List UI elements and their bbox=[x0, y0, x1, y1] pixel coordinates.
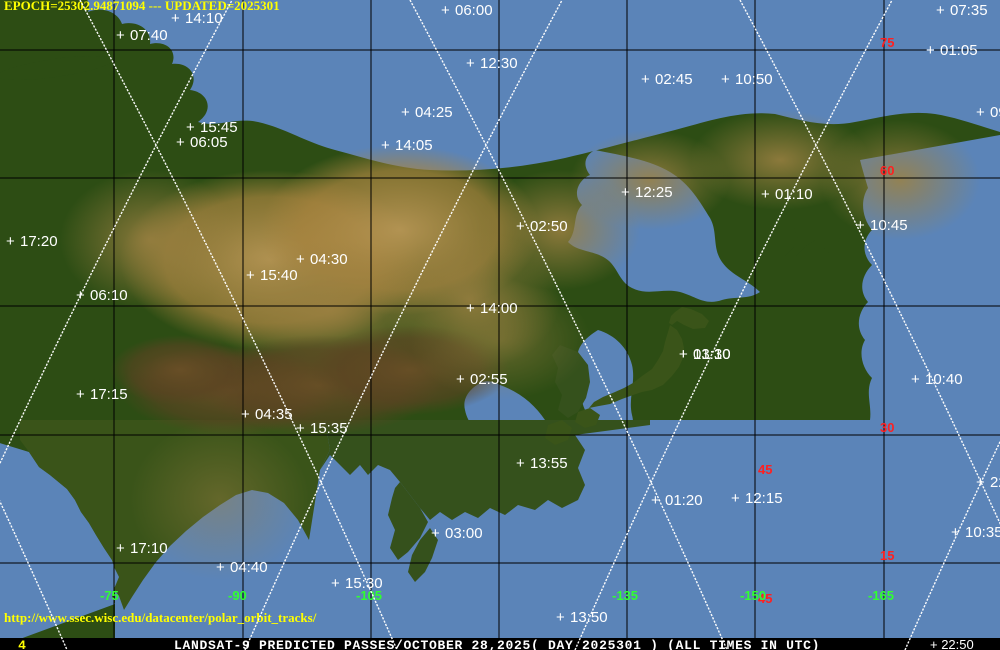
svg-text:+: + bbox=[216, 559, 225, 576]
svg-text:+ 22:50: + 22:50 bbox=[930, 637, 974, 650]
svg-text:+: + bbox=[721, 71, 730, 88]
svg-text:+: + bbox=[296, 251, 305, 268]
svg-text:+: + bbox=[926, 42, 935, 59]
svg-text:+: + bbox=[331, 575, 340, 592]
svg-text:01:10: 01:10 bbox=[775, 186, 813, 203]
svg-text:+: + bbox=[466, 55, 475, 72]
svg-text:07:35: 07:35 bbox=[950, 2, 988, 19]
svg-text:13:55: 13:55 bbox=[530, 455, 568, 472]
svg-text:10:45: 10:45 bbox=[870, 217, 908, 234]
svg-text:15: 15 bbox=[880, 548, 894, 563]
svg-text:+: + bbox=[116, 27, 125, 44]
svg-text:01:20: 01:20 bbox=[665, 492, 703, 509]
svg-text:EPOCH=25302.94871094 --- UPDAT: EPOCH=25302.94871094 --- UPDATED=2025301 bbox=[4, 0, 280, 13]
svg-text:+: + bbox=[241, 406, 250, 423]
svg-text:10:40: 10:40 bbox=[925, 371, 963, 388]
svg-text:+: + bbox=[761, 186, 770, 203]
svg-text:30: 30 bbox=[880, 420, 894, 435]
svg-text:02:50: 02:50 bbox=[530, 218, 568, 235]
svg-text:+: + bbox=[556, 609, 565, 626]
svg-text:+: + bbox=[76, 386, 85, 403]
svg-text:12:25: 12:25 bbox=[635, 184, 673, 201]
svg-text:45: 45 bbox=[758, 462, 772, 477]
svg-text:+: + bbox=[516, 218, 525, 235]
svg-text:15:30: 15:30 bbox=[345, 575, 383, 592]
svg-text:+: + bbox=[516, 455, 525, 472]
svg-text:+: + bbox=[176, 134, 185, 151]
svg-text:75: 75 bbox=[880, 35, 894, 50]
svg-text:10:35: 10:35 bbox=[965, 524, 1000, 541]
svg-text:-150: -150 bbox=[740, 588, 766, 603]
svg-text:14:00: 14:00 bbox=[480, 300, 518, 317]
svg-text:22: 22 bbox=[990, 474, 1000, 491]
svg-text:09: 09 bbox=[990, 104, 1000, 121]
svg-text:+: + bbox=[456, 371, 465, 388]
svg-text:LANDSAT-9 PREDICTED PASSES/OCT: LANDSAT-9 PREDICTED PASSES/OCTOBER_28,20… bbox=[174, 638, 820, 650]
svg-text:07:40: 07:40 bbox=[130, 27, 168, 44]
svg-text:17:10: 17:10 bbox=[130, 540, 168, 557]
svg-text:04:40: 04:40 bbox=[230, 559, 268, 576]
svg-text:+: + bbox=[116, 540, 125, 557]
svg-text:+: + bbox=[246, 267, 255, 284]
svg-text:17:20: 17:20 bbox=[20, 233, 58, 250]
svg-text:04:30: 04:30 bbox=[310, 251, 348, 268]
svg-text:14:10: 14:10 bbox=[185, 10, 223, 27]
svg-text:01:05: 01:05 bbox=[940, 42, 978, 59]
svg-text:4: 4 bbox=[18, 638, 26, 650]
svg-text:06:00: 06:00 bbox=[455, 2, 493, 19]
svg-text:+: + bbox=[651, 492, 660, 509]
svg-text:+: + bbox=[401, 104, 410, 121]
svg-text:-165: -165 bbox=[868, 588, 894, 603]
svg-text:02:45: 02:45 bbox=[655, 71, 693, 88]
svg-text:-75: -75 bbox=[100, 588, 119, 603]
svg-text:60: 60 bbox=[880, 163, 894, 178]
svg-text:12:15: 12:15 bbox=[745, 490, 783, 507]
svg-text:03:00: 03:00 bbox=[445, 525, 483, 542]
svg-text:10:50: 10:50 bbox=[735, 71, 773, 88]
svg-text:+: + bbox=[171, 10, 180, 27]
svg-text:02:55: 02:55 bbox=[470, 371, 508, 388]
svg-text:13:50: 13:50 bbox=[570, 609, 608, 626]
svg-text:+: + bbox=[296, 420, 305, 437]
svg-text:-90: -90 bbox=[228, 588, 247, 603]
svg-text:06:05: 06:05 bbox=[190, 134, 228, 151]
svg-text:15:40: 15:40 bbox=[260, 267, 298, 284]
svg-text:+: + bbox=[621, 184, 630, 201]
svg-text:17:15: 17:15 bbox=[90, 386, 128, 403]
svg-text:04:25: 04:25 bbox=[415, 104, 453, 121]
svg-text:+: + bbox=[441, 2, 450, 19]
svg-text:14:05: 14:05 bbox=[395, 137, 433, 154]
svg-text:+: + bbox=[641, 71, 650, 88]
svg-text:12:30: 12:30 bbox=[480, 55, 518, 72]
svg-text:+: + bbox=[381, 137, 390, 154]
svg-text:+: + bbox=[936, 2, 945, 19]
svg-text:+: + bbox=[731, 490, 740, 507]
svg-text:15:35: 15:35 bbox=[310, 420, 348, 437]
svg-text:-135: -135 bbox=[612, 588, 638, 603]
svg-text:06:10: 06:10 bbox=[90, 287, 128, 304]
svg-text:+: + bbox=[976, 104, 985, 121]
svg-text:+: + bbox=[466, 300, 475, 317]
svg-text:+: + bbox=[431, 525, 440, 542]
svg-text:+: + bbox=[679, 346, 688, 363]
svg-text:+: + bbox=[911, 371, 920, 388]
svg-text:+: + bbox=[6, 233, 15, 250]
